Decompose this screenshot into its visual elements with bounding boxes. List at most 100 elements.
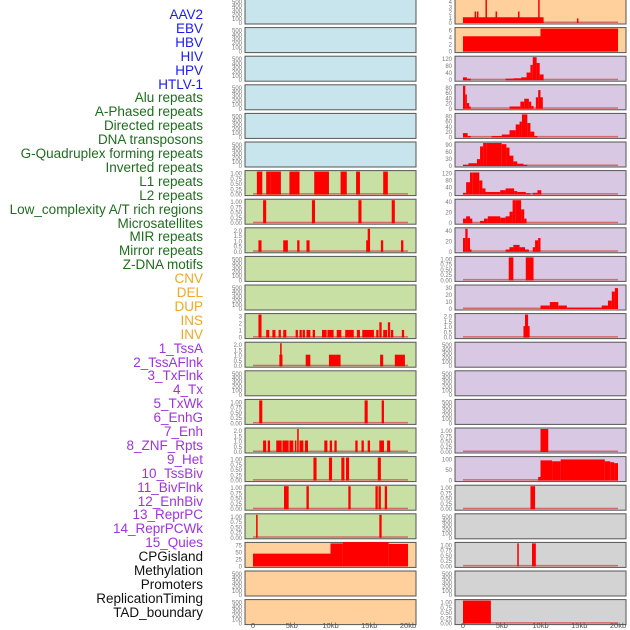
y-tick-label: 0.00 bbox=[440, 507, 452, 513]
signal-bar bbox=[601, 305, 608, 309]
y-tick-label: 0 bbox=[239, 336, 243, 342]
y-tick-label: 1.00 bbox=[230, 515, 242, 521]
y-tick-label: 20 bbox=[445, 239, 452, 245]
y-tick-label: 0.00 bbox=[440, 564, 452, 570]
signal-bar bbox=[485, 0, 487, 23]
signal-bar bbox=[472, 172, 480, 195]
signal-bar bbox=[525, 193, 531, 195]
y-tick-label: 400 bbox=[232, 33, 243, 39]
track-panel bbox=[454, 112, 627, 139]
signal-bar bbox=[341, 457, 345, 481]
track-label: DNA transposons bbox=[97, 132, 203, 148]
y-tick-label: 300 bbox=[232, 380, 243, 386]
y-tick-label: 0 bbox=[449, 50, 453, 56]
signal-bar bbox=[518, 11, 520, 23]
y-tick-label: 0.00 bbox=[230, 536, 242, 542]
signal-bar bbox=[361, 440, 364, 452]
x-tick-label: 5kb bbox=[496, 621, 508, 630]
y-tick-label: 500 bbox=[232, 0, 243, 6]
track-label: HPV bbox=[175, 62, 203, 78]
y-tick-label: 100 bbox=[232, 103, 243, 109]
signal-bar bbox=[379, 514, 382, 538]
track-label: TAD_boundary bbox=[113, 604, 203, 620]
y-tick-label: 500 bbox=[232, 114, 243, 120]
signal-bar bbox=[367, 228, 371, 252]
signal-bar bbox=[463, 238, 466, 252]
y-tick-label: 0 bbox=[239, 593, 243, 599]
signal-bar bbox=[528, 101, 532, 109]
x-tick-label: 10kb bbox=[322, 621, 338, 630]
y-tick-label: 100 bbox=[232, 617, 243, 623]
y-tick-label: 0.50 bbox=[230, 411, 242, 417]
track-panel bbox=[244, 198, 417, 225]
signal-bar bbox=[306, 240, 310, 252]
signal-bar bbox=[391, 200, 395, 224]
y-tick-label: 1.00 bbox=[230, 172, 242, 178]
track-label: 12_EnhBiv bbox=[137, 493, 203, 509]
x-tick-label: 15kb bbox=[571, 621, 587, 630]
signal-bar bbox=[515, 200, 522, 224]
y-tick-label: 300 bbox=[232, 37, 243, 43]
y-tick-label: 400 bbox=[232, 90, 243, 96]
signal-bar bbox=[348, 486, 351, 510]
signal-bar bbox=[263, 200, 267, 224]
signal-bar bbox=[521, 114, 528, 138]
signal-bar bbox=[294, 440, 297, 452]
track-label: Methylation bbox=[133, 563, 203, 578]
y-tick-label: 0.75 bbox=[440, 549, 452, 555]
y-tick-label: 2.0 bbox=[444, 315, 453, 321]
y-tick-label: 60 bbox=[445, 120, 452, 126]
y-tick-label: 0 bbox=[449, 536, 453, 542]
y-tick-label: 20 bbox=[445, 102, 452, 108]
y-tick-label: 1.00 bbox=[230, 200, 242, 206]
signal-bar bbox=[466, 78, 471, 81]
y-tick-label: 300 bbox=[232, 294, 243, 300]
track-panel bbox=[244, 55, 417, 82]
y-tick-label: 0.50 bbox=[440, 611, 452, 617]
y-tick-label: 1.00 bbox=[440, 429, 452, 435]
y-tick-label: 1.5 bbox=[234, 234, 243, 240]
y-tick-label: 0.75 bbox=[230, 205, 242, 211]
signal-bar bbox=[514, 191, 518, 195]
track-panel bbox=[244, 284, 417, 311]
y-tick-label: 0.00 bbox=[230, 193, 242, 199]
track-panel bbox=[244, 255, 417, 282]
signal-bar bbox=[383, 329, 388, 338]
y-tick-label: 120 bbox=[442, 172, 453, 178]
y-tick-label: 400 bbox=[232, 576, 243, 582]
y-tick-label: 0.0 bbox=[234, 364, 243, 370]
track-panel bbox=[454, 198, 627, 225]
signal-bar bbox=[524, 98, 529, 109]
signal-bar bbox=[530, 64, 533, 81]
y-tick-label: 0.50 bbox=[230, 182, 242, 188]
signal-bar bbox=[508, 257, 514, 281]
signal-bar bbox=[536, 62, 540, 81]
track-label: 9_Het bbox=[166, 451, 203, 467]
y-tick-label: 500 bbox=[442, 572, 453, 578]
signal-bar bbox=[469, 106, 471, 109]
y-tick-label: 200 bbox=[232, 585, 243, 591]
track-label: Promoters bbox=[140, 576, 203, 592]
signal-bar bbox=[521, 77, 527, 81]
signal-bar bbox=[312, 329, 315, 338]
track-panel bbox=[244, 227, 417, 254]
y-tick-label: 500 bbox=[232, 257, 243, 263]
signal-bar bbox=[520, 101, 525, 109]
signal-bar bbox=[465, 228, 468, 252]
y-tick-label: 40 bbox=[445, 71, 452, 77]
signal-bar bbox=[560, 459, 605, 481]
track-panel bbox=[244, 398, 417, 425]
y-tick-label: 40 bbox=[445, 229, 452, 235]
signal-bar bbox=[539, 74, 544, 81]
signal-bar bbox=[534, 135, 538, 138]
y-tick-label: 300 bbox=[442, 409, 453, 415]
track-label: INV bbox=[180, 326, 203, 342]
baseline bbox=[463, 622, 618, 624]
y-tick-label: 500 bbox=[232, 86, 243, 92]
y-tick-label: 200 bbox=[232, 127, 243, 133]
signal-bar bbox=[495, 11, 498, 23]
signal-bar bbox=[463, 600, 491, 624]
track-label: 8_ZNF_Rpts bbox=[126, 437, 203, 453]
y-tick-label: 2 bbox=[449, 11, 453, 17]
baseline bbox=[253, 221, 408, 224]
